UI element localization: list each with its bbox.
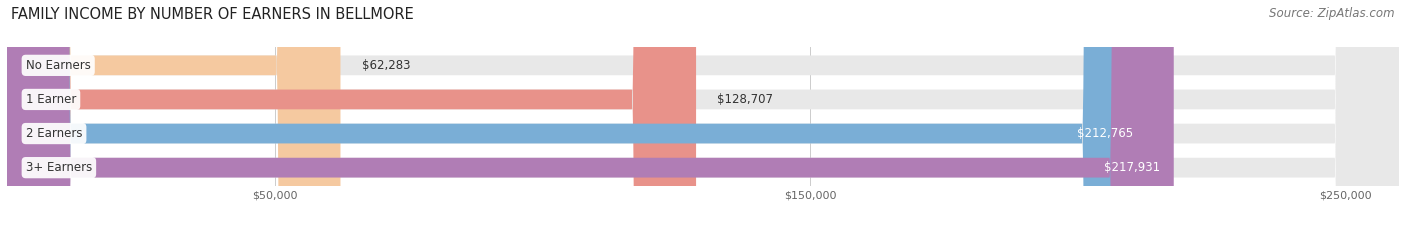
FancyBboxPatch shape (7, 0, 1399, 233)
FancyBboxPatch shape (7, 0, 1146, 233)
FancyBboxPatch shape (7, 0, 1399, 233)
Text: 2 Earners: 2 Earners (25, 127, 83, 140)
FancyBboxPatch shape (7, 0, 696, 233)
FancyBboxPatch shape (7, 0, 1174, 233)
Text: $212,765: $212,765 (1077, 127, 1133, 140)
FancyBboxPatch shape (7, 0, 1399, 233)
FancyBboxPatch shape (7, 0, 340, 233)
Text: No Earners: No Earners (25, 59, 90, 72)
Text: $62,283: $62,283 (361, 59, 411, 72)
Text: 1 Earner: 1 Earner (25, 93, 76, 106)
Text: 3+ Earners: 3+ Earners (25, 161, 91, 174)
Text: $128,707: $128,707 (717, 93, 773, 106)
FancyBboxPatch shape (7, 0, 1399, 233)
Text: FAMILY INCOME BY NUMBER OF EARNERS IN BELLMORE: FAMILY INCOME BY NUMBER OF EARNERS IN BE… (11, 7, 413, 22)
Text: Source: ZipAtlas.com: Source: ZipAtlas.com (1270, 7, 1395, 20)
Text: $217,931: $217,931 (1104, 161, 1160, 174)
